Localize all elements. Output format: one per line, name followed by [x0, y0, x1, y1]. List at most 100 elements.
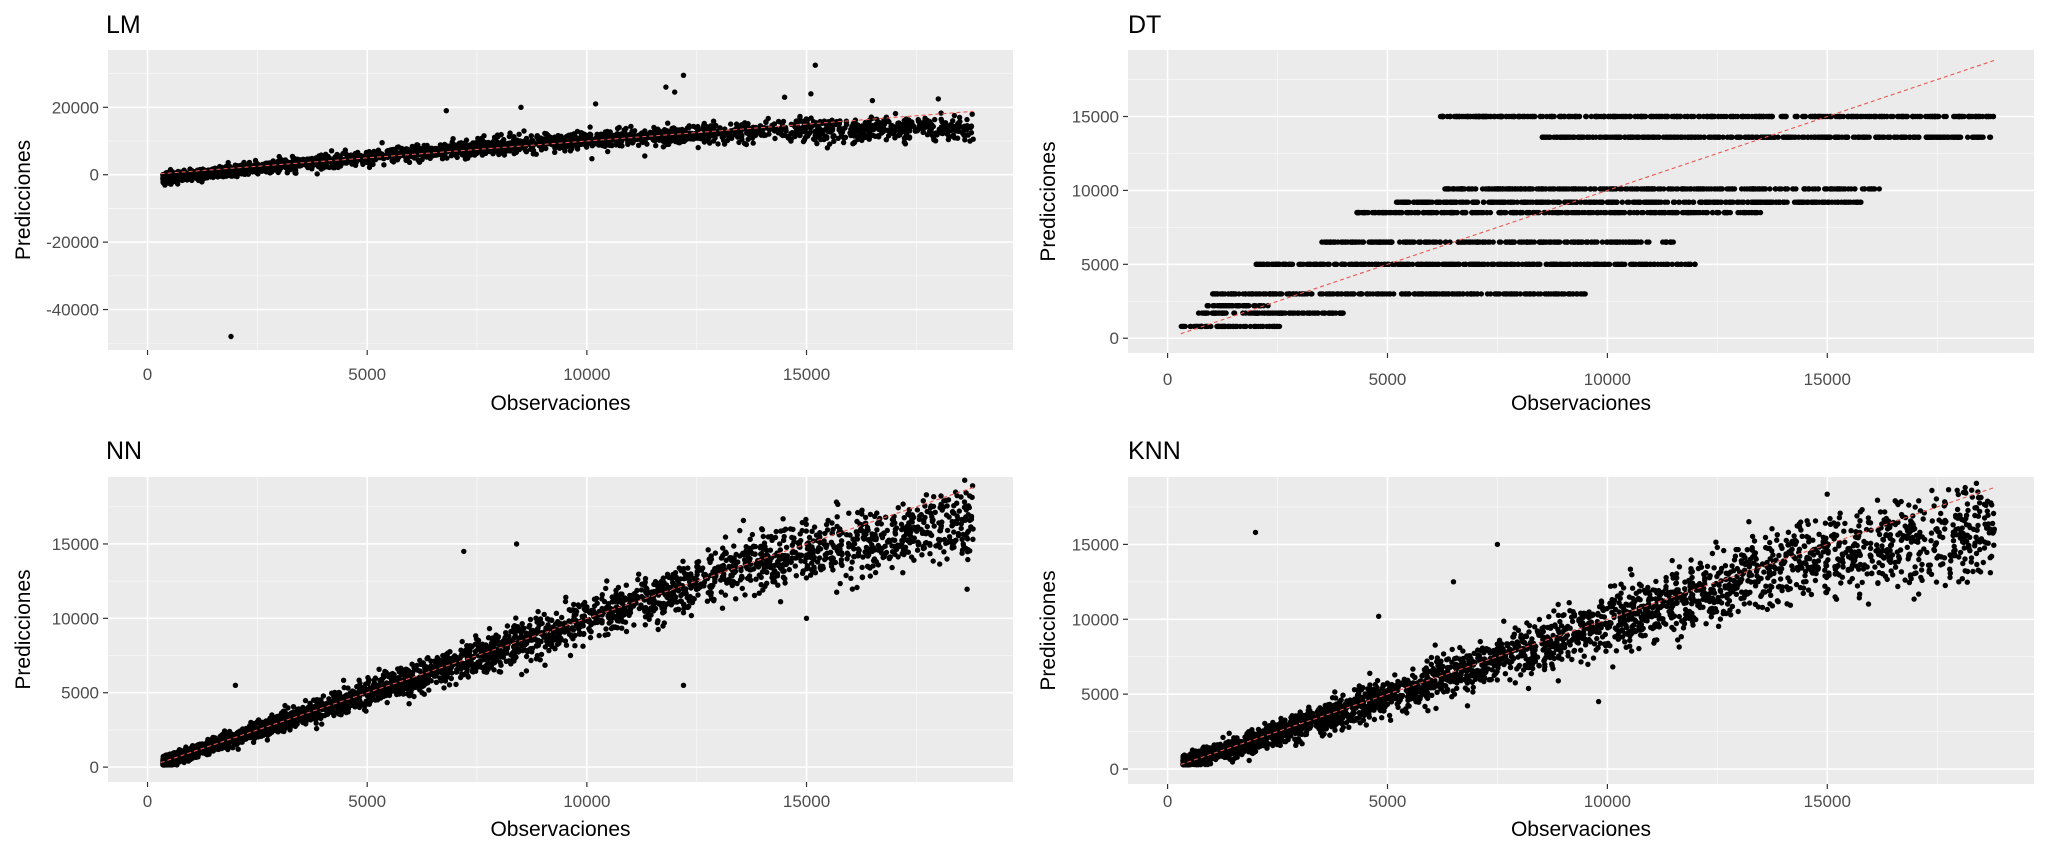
- data-point: [1415, 209, 1421, 216]
- data-point: [1784, 186, 1790, 192]
- data-point: [528, 133, 534, 139]
- data-point: [1354, 209, 1360, 216]
- data-point: [1533, 199, 1540, 205]
- data-point: [1430, 261, 1436, 267]
- data-point: [1242, 303, 1249, 309]
- data-point: [1267, 323, 1273, 330]
- data-point: [1735, 209, 1741, 216]
- data-point: [874, 123, 880, 129]
- data-point: [797, 132, 803, 138]
- data-point: [458, 140, 464, 146]
- data-point: [1374, 239, 1380, 245]
- data-point: [1638, 239, 1644, 245]
- data-point: [607, 142, 613, 148]
- data-point: [1819, 199, 1826, 205]
- y-tick-label: 5000: [1081, 255, 1119, 274]
- data-point: [1195, 310, 1202, 316]
- data-point: [1261, 310, 1268, 316]
- data-point: [1665, 209, 1672, 216]
- data-point: [1588, 239, 1595, 245]
- data-point: [1289, 261, 1296, 267]
- data-point: [1743, 209, 1749, 216]
- data-point: [443, 108, 449, 114]
- data-point: [1861, 186, 1868, 192]
- data-point: [1473, 186, 1479, 192]
- data-point: [1556, 261, 1563, 267]
- data-point: [360, 161, 366, 167]
- data-point: [698, 136, 704, 142]
- data-point: [1697, 209, 1703, 216]
- y-tick-label: 0: [90, 166, 99, 185]
- data-point: [1242, 291, 1249, 297]
- data-point: [1642, 261, 1648, 267]
- x-tick-label: 10000: [563, 365, 610, 384]
- data-point: [920, 122, 927, 128]
- data-point: [695, 144, 701, 151]
- data-point: [1810, 199, 1816, 205]
- data-point: [599, 142, 605, 149]
- data-point: [1395, 199, 1402, 205]
- data-point: [1421, 199, 1428, 205]
- data-point: [1496, 239, 1503, 245]
- data-point: [1309, 291, 1315, 297]
- x-tick-label: 15000: [1804, 370, 1851, 389]
- data-point: [1418, 239, 1424, 245]
- data-point: [1554, 199, 1560, 205]
- data-point: [323, 151, 329, 157]
- data-point: [810, 136, 817, 142]
- data-point: [763, 119, 769, 125]
- data-point: [628, 123, 634, 130]
- data-point: [1627, 186, 1634, 192]
- data-point: [1781, 199, 1788, 205]
- data-point: [741, 140, 748, 147]
- data-point: [1667, 239, 1674, 245]
- data-point: [1514, 261, 1521, 267]
- data-point: [1841, 186, 1847, 192]
- data-point: [1538, 199, 1545, 205]
- data-point: [1801, 186, 1807, 192]
- panel-title: LM: [106, 11, 141, 39]
- data-point: [1643, 186, 1650, 192]
- data-point: [1399, 291, 1405, 297]
- data-point: [1599, 239, 1606, 245]
- y-tick-label: 0: [1110, 329, 1119, 348]
- y-tick-label: 15000: [1072, 108, 1119, 127]
- data-point: [1651, 186, 1657, 192]
- data-point: [1748, 209, 1755, 216]
- data-point: [927, 126, 934, 133]
- data-point: [1619, 261, 1625, 267]
- data-point: [1876, 186, 1883, 192]
- data-point: [1634, 186, 1640, 192]
- data-point: [1395, 209, 1401, 216]
- data-point: [249, 167, 256, 173]
- data-point: [1594, 199, 1600, 205]
- data-point: [969, 111, 975, 117]
- data-point: [798, 118, 804, 124]
- data-point: [587, 124, 593, 130]
- data-point: [1453, 199, 1459, 205]
- data-point: [1507, 239, 1513, 245]
- data-point: [866, 136, 872, 142]
- data-point: [642, 153, 648, 159]
- data-point: [635, 142, 642, 148]
- data-point: [228, 333, 234, 340]
- data-point: [717, 125, 723, 131]
- data-point: [1640, 209, 1646, 216]
- data-point: [1372, 261, 1378, 267]
- data-point: [1485, 239, 1492, 245]
- data-point: [1299, 310, 1305, 316]
- data-point: [606, 130, 613, 136]
- data-point: [1462, 239, 1468, 245]
- data-point: [1871, 186, 1877, 192]
- data-point: [704, 124, 710, 130]
- data-point: [1678, 186, 1685, 192]
- data-point: [1219, 310, 1225, 316]
- data-point: [261, 167, 267, 174]
- data-point: [1517, 291, 1524, 297]
- data-point: [1729, 199, 1735, 205]
- data-point: [1314, 261, 1320, 267]
- data-point: [803, 116, 809, 122]
- data-point: [1490, 199, 1497, 205]
- data-point: [1457, 186, 1464, 192]
- data-point: [1673, 186, 1679, 192]
